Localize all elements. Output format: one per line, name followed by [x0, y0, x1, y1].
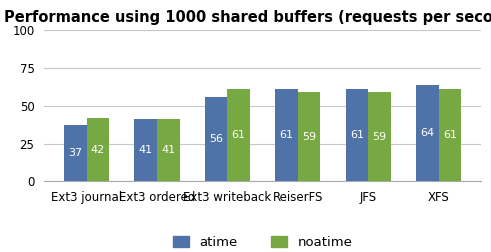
Text: 56: 56	[209, 134, 223, 144]
Text: 41: 41	[161, 145, 175, 155]
Bar	[416, 85, 439, 181]
Bar	[86, 118, 109, 181]
Bar	[135, 119, 157, 181]
Text: 61: 61	[232, 130, 246, 140]
Bar	[275, 89, 298, 181]
Bar	[368, 92, 391, 181]
Bar	[157, 119, 180, 181]
Text: 37: 37	[68, 148, 82, 159]
Text: 61: 61	[280, 130, 294, 140]
Text: 61: 61	[350, 130, 364, 140]
Bar	[64, 125, 86, 181]
Bar	[298, 92, 321, 181]
Title: Performance using 1000 shared buffers (requests per second): Performance using 1000 shared buffers (r…	[4, 10, 491, 25]
Legend: atime, noatime: atime, noatime	[168, 230, 357, 252]
Text: 59: 59	[373, 132, 387, 142]
Bar	[346, 89, 368, 181]
Text: 64: 64	[420, 128, 435, 138]
Text: 41: 41	[138, 145, 153, 155]
Text: 59: 59	[302, 132, 316, 142]
Bar	[227, 89, 250, 181]
Text: 42: 42	[91, 145, 105, 155]
Bar	[205, 97, 227, 181]
Text: 61: 61	[443, 130, 457, 140]
Bar	[439, 89, 462, 181]
